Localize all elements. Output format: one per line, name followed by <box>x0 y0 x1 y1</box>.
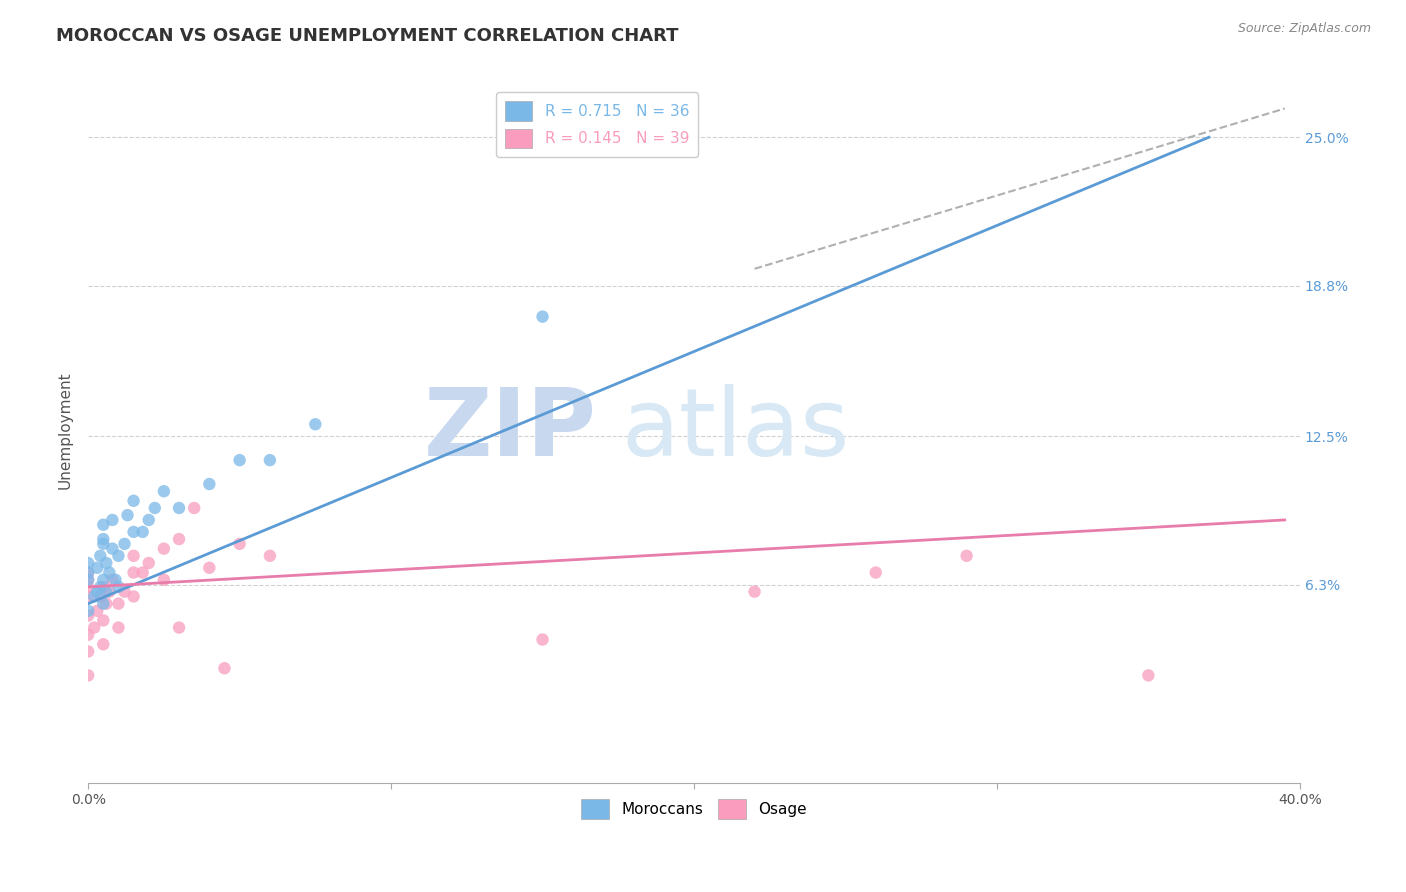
Point <box>101 513 124 527</box>
Point <box>153 484 176 499</box>
Point <box>122 493 145 508</box>
Point <box>114 537 136 551</box>
Point <box>198 561 221 575</box>
Text: ZIP: ZIP <box>425 384 598 476</box>
Point <box>744 584 766 599</box>
Point <box>91 517 114 532</box>
Point <box>228 537 250 551</box>
Point <box>91 537 114 551</box>
Point <box>1137 668 1160 682</box>
Point <box>107 621 129 635</box>
Point <box>89 580 111 594</box>
Point <box>89 590 111 604</box>
Point <box>531 310 554 324</box>
Point <box>77 580 100 594</box>
Point <box>101 541 124 556</box>
Point <box>122 549 145 563</box>
Point <box>114 584 136 599</box>
Text: Source: ZipAtlas.com: Source: ZipAtlas.com <box>1237 22 1371 36</box>
Point <box>101 573 124 587</box>
Point <box>131 566 153 580</box>
Point <box>955 549 977 563</box>
Point <box>77 608 100 623</box>
Point <box>77 668 100 682</box>
Point <box>89 549 111 563</box>
Text: atlas: atlas <box>621 384 849 476</box>
Point <box>107 580 129 594</box>
Point <box>153 573 176 587</box>
Point <box>259 549 281 563</box>
Point <box>167 621 190 635</box>
Point <box>91 532 114 546</box>
Point <box>117 508 139 523</box>
Point <box>77 604 100 618</box>
Point <box>107 597 129 611</box>
Legend: Moroccans, Osage: Moroccans, Osage <box>575 793 813 825</box>
Point <box>96 597 118 611</box>
Point <box>122 524 145 539</box>
Point <box>98 566 121 580</box>
Point <box>91 614 114 628</box>
Point <box>77 590 100 604</box>
Point <box>83 621 105 635</box>
Point <box>138 556 160 570</box>
Point <box>77 644 100 658</box>
Point <box>131 524 153 539</box>
Point <box>91 580 114 594</box>
Point <box>77 566 100 580</box>
Point <box>77 573 100 587</box>
Point <box>104 573 127 587</box>
Point <box>122 566 145 580</box>
Point <box>96 584 118 599</box>
Text: MOROCCAN VS OSAGE UNEMPLOYMENT CORRELATION CHART: MOROCCAN VS OSAGE UNEMPLOYMENT CORRELATI… <box>56 27 679 45</box>
Point <box>91 597 114 611</box>
Y-axis label: Unemployment: Unemployment <box>58 371 72 489</box>
Point <box>98 584 121 599</box>
Point <box>77 556 100 570</box>
Point <box>83 590 105 604</box>
Point <box>77 628 100 642</box>
Point <box>259 453 281 467</box>
Point <box>167 532 190 546</box>
Point <box>77 566 100 580</box>
Point <box>107 549 129 563</box>
Point <box>96 556 118 570</box>
Point <box>91 573 114 587</box>
Point <box>77 573 100 587</box>
Point <box>138 513 160 527</box>
Point <box>143 500 166 515</box>
Point <box>86 584 108 599</box>
Point <box>86 561 108 575</box>
Point <box>183 500 205 515</box>
Point <box>153 541 176 556</box>
Point <box>198 477 221 491</box>
Point <box>91 637 114 651</box>
Point <box>304 417 326 432</box>
Point <box>531 632 554 647</box>
Point <box>167 500 190 515</box>
Point <box>228 453 250 467</box>
Point <box>214 661 236 675</box>
Point <box>865 566 887 580</box>
Point <box>86 604 108 618</box>
Point <box>122 590 145 604</box>
